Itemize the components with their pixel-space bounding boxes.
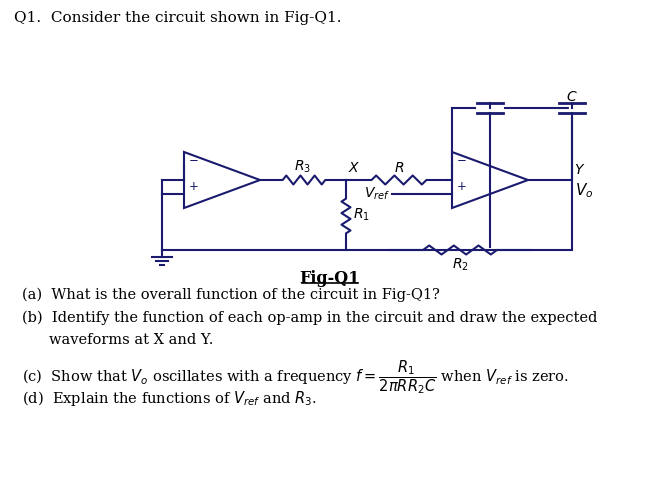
Text: $+$: $+$ (188, 180, 199, 193)
Text: $-$: $-$ (188, 152, 199, 165)
Text: Q1.  Consider the circuit shown in Fig-Q1.: Q1. Consider the circuit shown in Fig-Q1… (14, 11, 341, 25)
Text: $+$: $+$ (456, 180, 467, 193)
Text: $C$: $C$ (566, 90, 578, 104)
Text: $R_3$: $R_3$ (294, 158, 312, 175)
Text: $V_o$: $V_o$ (575, 181, 593, 200)
Text: $V_{ref}$: $V_{ref}$ (364, 186, 390, 202)
Text: waveforms at X and Y.: waveforms at X and Y. (49, 333, 213, 347)
Text: $R$: $R$ (394, 161, 404, 175)
Text: $X$: $X$ (348, 161, 360, 175)
Text: Fig-Q1: Fig-Q1 (300, 270, 360, 287)
Text: $-$: $-$ (456, 152, 467, 165)
Text: (a)  What is the overall function of the circuit in Fig-Q1?: (a) What is the overall function of the … (22, 288, 440, 302)
Text: (d)  Explain the functions of $V_{ref}$ and $R_3$.: (d) Explain the functions of $V_{ref}$ a… (22, 389, 317, 408)
Text: (b)  Identify the function of each op-amp in the circuit and draw the expected: (b) Identify the function of each op-amp… (22, 310, 597, 325)
Text: $Y$: $Y$ (574, 163, 585, 177)
Text: $R_2$: $R_2$ (451, 257, 469, 273)
Text: $R_1$: $R_1$ (353, 207, 370, 223)
Text: (c)  Show that $V_o$ oscillates with a frequency $f = \dfrac{R_1}{2\pi RR_2C}$ w: (c) Show that $V_o$ oscillates with a fr… (22, 358, 569, 396)
